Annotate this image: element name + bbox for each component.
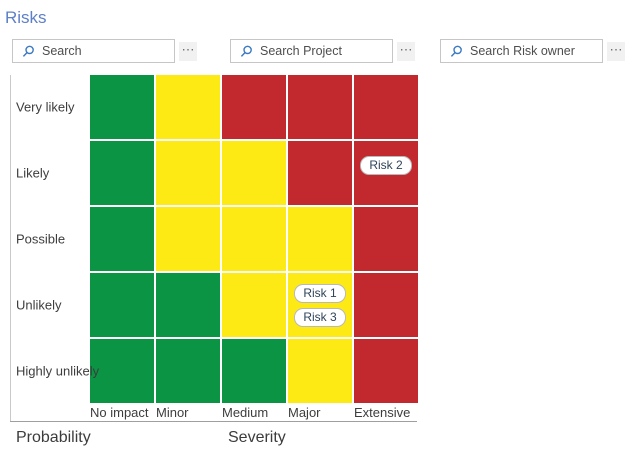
search-icon (240, 45, 252, 57)
search-project-input[interactable] (260, 44, 392, 58)
search-input[interactable] (42, 44, 174, 58)
y-axis-tick-label: Unlikely (16, 297, 62, 313)
search-risk-owner-group: ⋯ (440, 39, 625, 63)
x-axis-tick-label: Extensive (354, 405, 411, 420)
search-group: ⋯ (12, 39, 197, 63)
x-axis-tick-label: Medium (222, 405, 269, 420)
y-axis-line (10, 75, 11, 421)
matrix-cell (156, 207, 220, 271)
page-title: Risks (5, 8, 47, 27)
search-box (12, 39, 175, 63)
risk-chip[interactable]: Risk 1 (294, 283, 346, 303)
risk-matrix-grid: Risk 2 Risk 1 Risk 3 (90, 75, 418, 403)
matrix-cell (222, 141, 286, 205)
matrix-cell (90, 141, 154, 205)
search-project-group: ⋯ (230, 39, 415, 63)
more-options-button[interactable]: ⋯ (179, 41, 197, 61)
matrix-cell (288, 339, 352, 403)
x-axis-tick-label: Major (288, 405, 321, 420)
matrix-cell (90, 339, 154, 403)
matrix-cell (156, 273, 220, 337)
search-icon (22, 45, 34, 57)
search-risk-owner-input[interactable] (470, 44, 602, 58)
x-axis-tick-label: No impact (90, 405, 149, 420)
matrix-cell (222, 273, 286, 337)
x-axis-tick-label: Minor (156, 405, 189, 420)
more-options-button[interactable]: ⋯ (607, 41, 625, 61)
x-axis-title: Severity (228, 429, 286, 446)
risk-chip[interactable]: Risk 2 (360, 156, 412, 175)
matrix-cell (156, 75, 220, 139)
x-axis-line (10, 421, 417, 422)
matrix-cell (156, 141, 220, 205)
matrix-cell (90, 207, 154, 271)
matrix-cell: Risk 2 (354, 141, 418, 205)
matrix-cell (354, 339, 418, 403)
search-box (440, 39, 603, 63)
y-axis-tick-label: Possible (16, 231, 66, 247)
matrix-cell (288, 141, 352, 205)
matrix-cell (288, 75, 352, 139)
matrix-cell (222, 339, 286, 403)
more-options-icon: ⋯ (181, 41, 195, 57)
y-axis-title: Probability (16, 429, 91, 446)
matrix-cell (222, 75, 286, 139)
matrix-cell (222, 207, 286, 271)
matrix-cell (288, 207, 352, 271)
search-box (230, 39, 393, 63)
matrix-cell (354, 207, 418, 271)
matrix-cell (90, 75, 154, 139)
y-axis-tick-label: Likely (16, 165, 50, 181)
y-axis-tick-label: Very likely (16, 99, 75, 115)
risk-chip[interactable]: Risk 3 (294, 307, 346, 327)
matrix-cell (354, 75, 418, 139)
search-icon (450, 45, 462, 57)
y-axis-tick-label: Highly unlikely (16, 363, 100, 379)
more-options-icon: ⋯ (609, 41, 623, 57)
matrix-cell: Risk 1 Risk 3 (288, 273, 352, 337)
matrix-cell (90, 273, 154, 337)
matrix-cell (354, 273, 418, 337)
matrix-cell (156, 339, 220, 403)
more-options-button[interactable]: ⋯ (397, 41, 415, 61)
more-options-icon: ⋯ (399, 41, 413, 57)
